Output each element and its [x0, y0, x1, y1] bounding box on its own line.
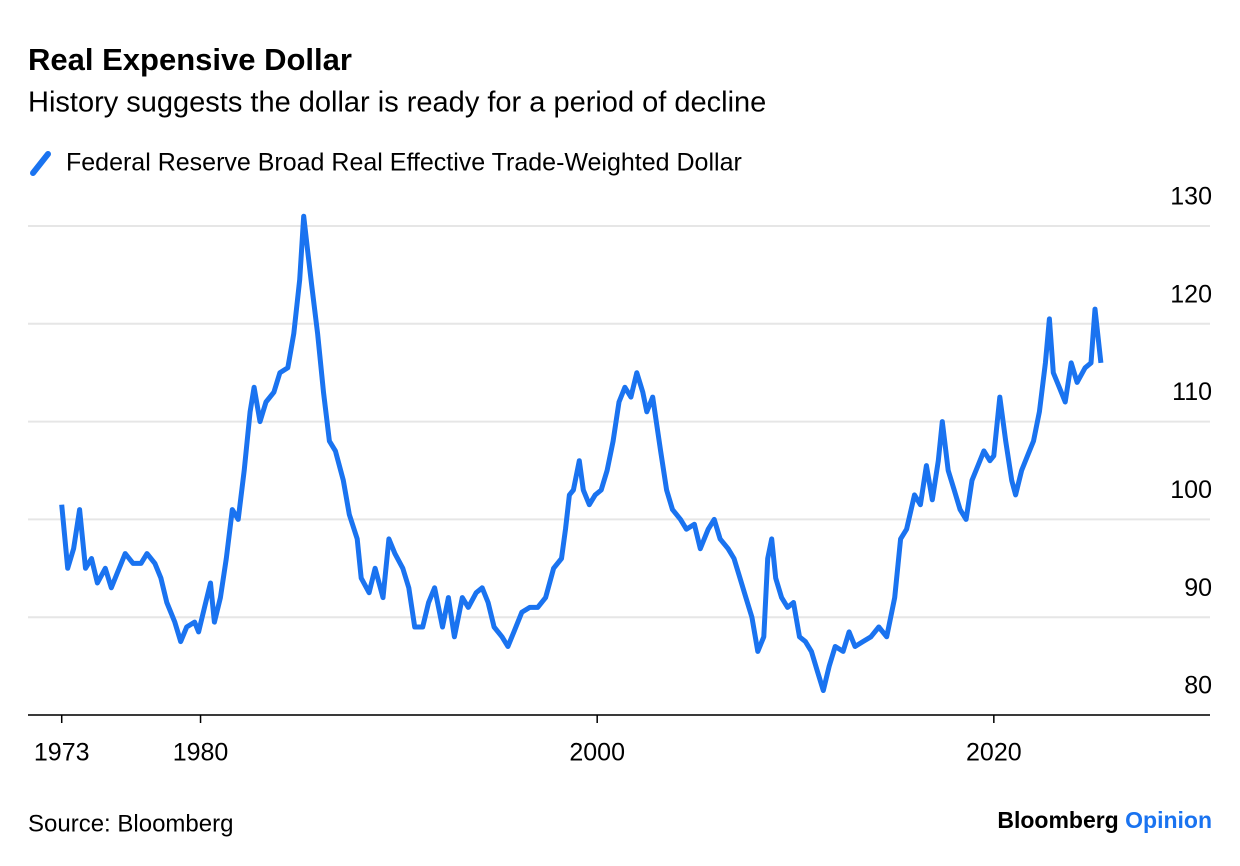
legend-label: Federal Reserve Broad Real Effective Tra… [66, 149, 742, 177]
chart-subtitle: History suggests the dollar is ready for… [28, 87, 766, 119]
chart-title: Real Expensive Dollar [28, 42, 352, 77]
y-tick-label: 120 [1170, 280, 1212, 308]
y-tick-label: 110 [1172, 378, 1212, 406]
x-tick-label: 1973 [34, 739, 90, 767]
brand-name: Bloomberg [997, 807, 1118, 833]
x-tick-label: 2000 [569, 739, 625, 767]
y-tick-label: 80 [1184, 672, 1212, 700]
data-line [59, 213, 1104, 693]
legend-swatch [30, 151, 51, 176]
brand: Bloomberg Opinion [997, 807, 1212, 833]
x-tick-label: 2020 [966, 739, 1022, 767]
y-tick-label: 90 [1184, 574, 1212, 602]
brand-opinion: Opinion [1125, 807, 1212, 833]
x-tick-label: 1980 [173, 739, 229, 767]
y-tick-label: 130 [1170, 183, 1212, 211]
y-tick-label: 100 [1170, 476, 1212, 504]
source: Source: Bloomberg [28, 810, 233, 837]
